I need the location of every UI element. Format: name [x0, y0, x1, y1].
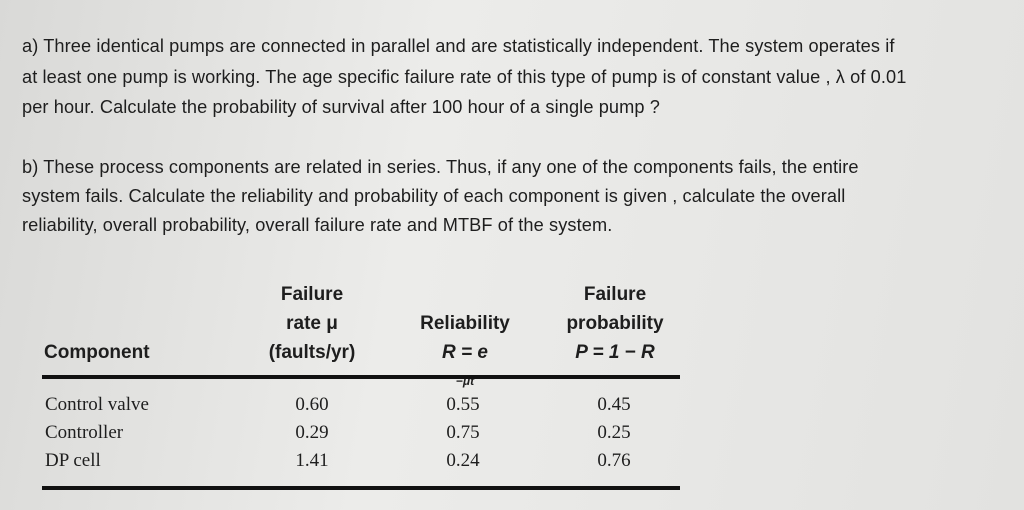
table-value: 0.55	[446, 394, 480, 415]
text-line: at least one pump is working. The age sp…	[22, 67, 907, 87]
header-text: R = e	[442, 342, 488, 363]
header-text: Failure	[280, 284, 344, 305]
component-name: DP cell	[45, 450, 101, 471]
text-line: per hour. Calculate the probability of s…	[22, 97, 660, 117]
text-line: system fails. Calculate the reliability …	[22, 186, 846, 206]
table-value: 0.25	[597, 422, 631, 443]
table-value: 0.29	[295, 422, 329, 443]
table-rule	[42, 486, 680, 490]
header-text: Component	[44, 342, 150, 363]
header-text: rate μ	[286, 313, 338, 334]
column-header: Reliability R = e −μt	[395, 309, 535, 396]
header-text: probability	[566, 313, 664, 334]
header-superscript: −μt	[455, 374, 475, 388]
component-name: Controller	[45, 422, 124, 443]
column-header: Failure rate μ (faults/yr)	[232, 280, 392, 367]
table-value: 1.41	[295, 450, 329, 471]
column-header: Failure probability P = 1 − R	[540, 280, 690, 367]
header-text: (faults/yr)	[268, 342, 356, 363]
header-text: Failure	[583, 284, 647, 305]
table-value: 0.76	[597, 450, 631, 471]
text-line: reliability, overall probability, overal…	[22, 215, 613, 235]
table-value: 0.45	[597, 394, 631, 415]
text-line: a) Three identical pumps are connected i…	[22, 36, 895, 56]
component-name: Control valve	[45, 394, 149, 415]
table-value: 0.75	[446, 422, 480, 443]
table-value: 0.24	[446, 450, 480, 471]
header-formula: R = e −μt	[395, 338, 535, 396]
header-text: Reliability	[420, 313, 510, 334]
table-rule	[42, 375, 680, 379]
column-header: Component	[44, 338, 150, 367]
header-text: P = 1 − R	[575, 342, 655, 363]
table-value: 0.60	[295, 394, 329, 415]
text-line: b) These process components are related …	[22, 157, 859, 177]
